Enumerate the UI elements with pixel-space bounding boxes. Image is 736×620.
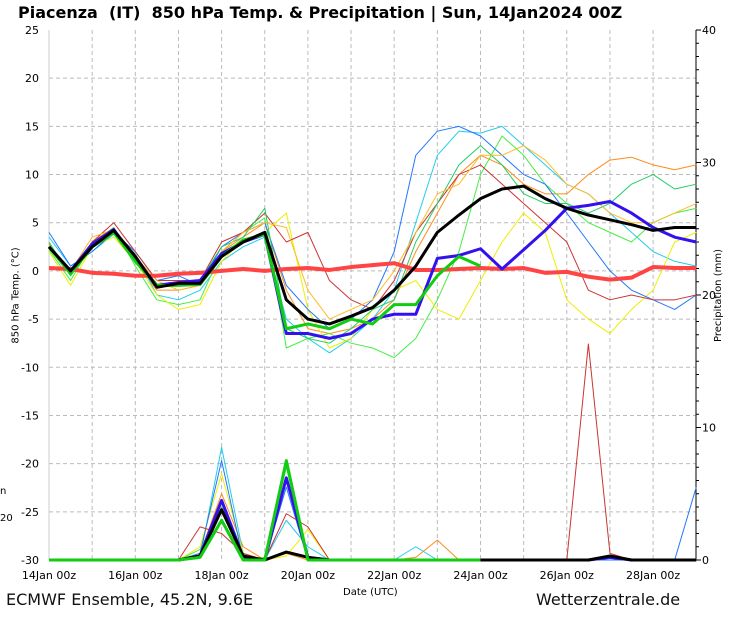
y-tick-label: 10 bbox=[25, 169, 39, 182]
ensemble-member-temp-line bbox=[48, 164, 697, 310]
x-tick-label: 14Jan 00z bbox=[22, 569, 76, 582]
climate-temp-line bbox=[48, 261, 697, 282]
ensemble-member-temp-line bbox=[48, 145, 697, 320]
y-tick-label: -30 bbox=[21, 554, 39, 567]
site-credit: Wetterzentrale.de bbox=[536, 590, 681, 609]
mean-precip-line bbox=[49, 508, 697, 562]
x-tick-label: 26Jan 00z bbox=[540, 569, 594, 582]
y-tick-label: 0 bbox=[32, 265, 39, 278]
x-tick-label: 20Jan 00z bbox=[281, 569, 335, 582]
y-tick-label: -20 bbox=[21, 458, 39, 471]
cut-label: n bbox=[0, 486, 7, 497]
x-tick-label: 24Jan 00z bbox=[453, 569, 507, 582]
chart-title: Piacenza (IT) 850 hPa Temp. & Precipitat… bbox=[18, 3, 623, 22]
ensemble-member-temp-line bbox=[48, 212, 697, 349]
y-tick-label: -15 bbox=[21, 409, 39, 422]
ensemble-member-precip-line bbox=[49, 493, 697, 561]
mean-temp-line bbox=[47, 184, 697, 326]
ensemble-member-precip-line bbox=[49, 466, 697, 561]
x-tick-label: 18Jan 00z bbox=[194, 569, 248, 582]
ensemble-member-precip-line bbox=[49, 446, 697, 561]
model-info: ECMWF Ensemble, 45.2N, 9.6E bbox=[6, 590, 254, 609]
y-tick-label: -5 bbox=[28, 313, 39, 326]
y-tick-label: 15 bbox=[25, 120, 39, 133]
y-tick-label: -25 bbox=[21, 506, 39, 519]
ensemble-member-temp-line bbox=[48, 135, 697, 359]
y-tick-label: 25 bbox=[25, 24, 39, 37]
x-tick-label: 28Jan 00z bbox=[626, 569, 680, 582]
y-tick-label: 20 bbox=[25, 72, 39, 85]
y-tick-label: -10 bbox=[21, 361, 39, 374]
y2-tick-label: 40 bbox=[702, 24, 716, 37]
x-tick-label: 16Jan 00z bbox=[108, 569, 162, 582]
x-axis-label: Date (UTC) bbox=[343, 587, 398, 598]
y2-tick-label: 30 bbox=[702, 157, 716, 170]
ensemble-member-precip-line bbox=[49, 343, 697, 561]
ensemble-member-temp-line bbox=[48, 145, 697, 344]
y2-tick-label: 20 bbox=[702, 289, 716, 302]
operational-precip-line bbox=[49, 459, 481, 562]
y-tick-label: 5 bbox=[32, 217, 39, 230]
ensemble-member-precip-line bbox=[49, 473, 697, 561]
ensemble-member-precip-line bbox=[49, 460, 697, 561]
y2-tick-label: 0 bbox=[702, 554, 709, 567]
y2-tick-label: 10 bbox=[702, 422, 716, 435]
x-tick-label: 22Jan 00z bbox=[367, 569, 421, 582]
control-precip-line bbox=[49, 476, 697, 562]
cut-label: 20 bbox=[0, 513, 13, 524]
